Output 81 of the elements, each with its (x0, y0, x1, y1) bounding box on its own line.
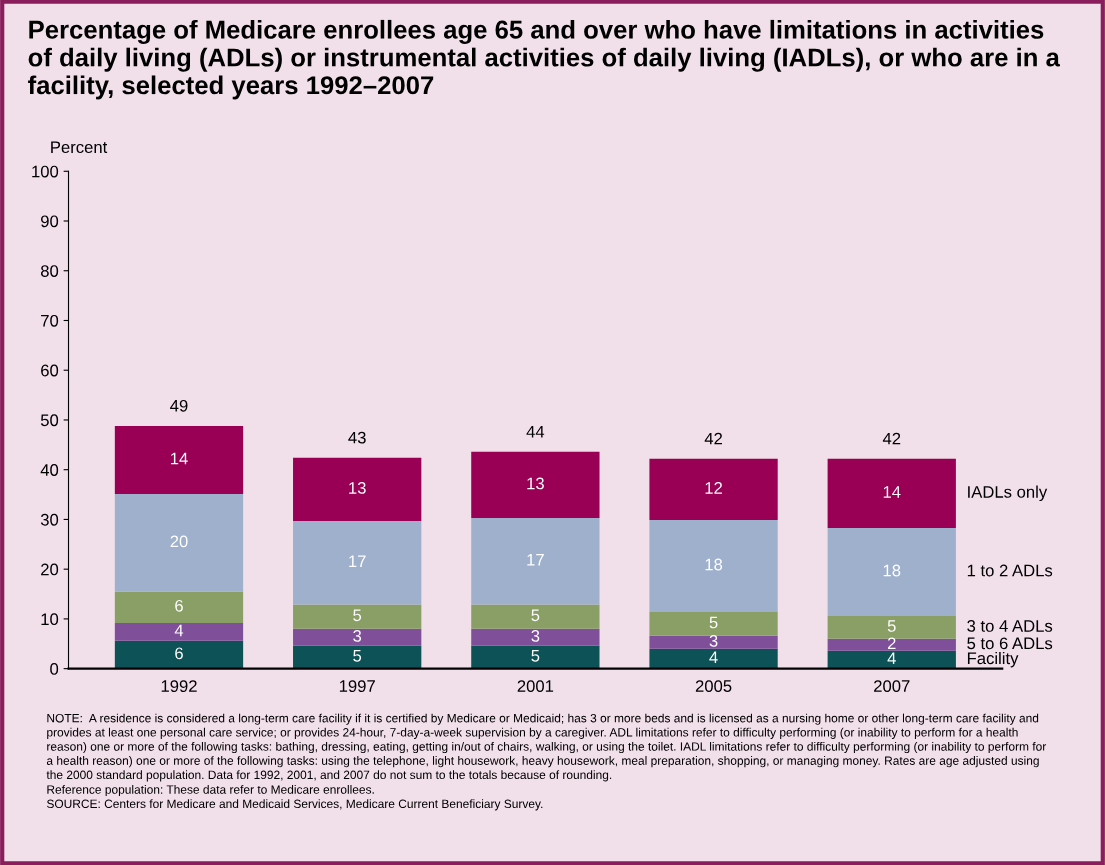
x-tick-label: 2007 (874, 680, 910, 692)
data-label: 3 (353, 629, 362, 642)
bar (114, 494, 244, 592)
y-tick-label: 30 (40, 513, 59, 526)
series-label: 3 to 4 ADLs (967, 620, 1053, 632)
y-tick-label: 70 (41, 314, 59, 327)
bar (649, 611, 778, 636)
total-label: 42 (704, 432, 722, 445)
data-label: 20 (170, 535, 188, 548)
data-label: 13 (527, 477, 544, 490)
data-label: 12 (705, 482, 722, 494)
x-tick-label: 2001 (517, 680, 554, 692)
y-axis-title: Percent (51, 141, 108, 154)
bar (471, 451, 600, 518)
data-label: 4 (887, 652, 896, 664)
data-label: 18 (705, 558, 723, 571)
y-tick-label: 50 (40, 414, 59, 427)
series-label: Facility (967, 651, 1019, 668)
data-label: 4 (709, 651, 718, 664)
data-label: 6 (175, 599, 183, 612)
data-label: 3 (709, 634, 718, 647)
bar (649, 519, 778, 612)
bar (293, 628, 422, 646)
bar (827, 458, 956, 528)
y-tick-label: 10 (41, 613, 59, 626)
chart-title: Percentage of Medicare enrollees age 65 and over who have limitations in activities of daily living (ADLs) or instrumental activities of daily living (IADLs), or who are in a facility, selected years 1992–2007 (28, 19, 1061, 100)
bar (827, 638, 956, 651)
bar (649, 648, 778, 669)
bar (471, 628, 600, 646)
y-tick-label: 40 (40, 464, 59, 476)
data-label: 17 (349, 555, 366, 568)
total-label: 49 (170, 399, 188, 412)
bar (293, 520, 422, 605)
data-label: 4 (174, 624, 184, 637)
data-label: 14 (883, 486, 901, 498)
data-label: 5 (531, 650, 540, 662)
data-label: 5 (353, 650, 362, 662)
data-label: 14 (170, 452, 188, 465)
y-tick-label: 80 (40, 265, 59, 277)
data-label: 6 (175, 647, 183, 660)
data-label: 17 (527, 554, 544, 566)
bar (114, 640, 244, 669)
y-tick-label: 0 (50, 663, 59, 675)
source-note: SOURCE: Centers for Medicare and Medicaid Services, Medicare Current Beneficiary Survey. (46, 799, 543, 811)
bar (471, 517, 600, 605)
bar (293, 457, 422, 521)
bar (293, 604, 422, 629)
text: NOTE: A residence is considered a long-term care facility if it is certified by Medicare or Medicaid; has 3 or more beds and is licensed as a nursing home or other long-term care facility and provides at least one personal care service; or provides 24-hour, 7-day-a-week supervision by a caregiver. ADL limitations refer to difficulty performing (or inability to perform for a health reason) one or more of the following tasks: bathing, dressing, eating, getting in/out of chairs, walking, or using the toilet. IADL limitations refer to difficulty performing (or inability to perform for a health reason) one or more of the following tasks: using the telephone, light housework, heavy housework, meal preparation, shopping, or managing money. Rates are age adjusted using the 2000 standard population. Data for 1992, 2001, and 2007 do not sum to the totals because of rounding. (46, 713, 1047, 782)
data-label: 2 (887, 637, 896, 650)
total-label: 42 (882, 432, 901, 445)
x-tick-label: 1992 (161, 680, 197, 692)
bar (649, 635, 778, 649)
total-label: 44 (526, 425, 545, 438)
bar (827, 615, 956, 639)
x-tick-label: 2005 (695, 680, 732, 692)
bar (827, 650, 956, 669)
data-label: 5 (709, 616, 718, 629)
data-label: 5 (353, 609, 362, 622)
data-label: 13 (349, 482, 366, 494)
series-label: IADLs only (968, 485, 1048, 502)
bar (114, 591, 244, 623)
y-tick-label: 90 (41, 215, 59, 228)
total-label: 43 (348, 431, 366, 444)
data-label: 5 (887, 620, 896, 632)
series-label: 1 to 2 ADLs (967, 564, 1053, 577)
bar (649, 458, 778, 520)
y-tick-label: 60 (41, 364, 59, 377)
bar (471, 645, 600, 669)
bar (827, 527, 956, 616)
data-label: 18 (883, 564, 901, 577)
bar (114, 425, 244, 495)
data-label: 5 (531, 609, 540, 622)
text: Reference population: These data refer to Medicare enrollees. (47, 784, 374, 797)
bar (293, 645, 422, 669)
data-label: 3 (531, 629, 540, 642)
bar (114, 622, 244, 641)
bar (471, 604, 600, 629)
y-tick-label: 100 (32, 165, 59, 178)
x-tick-label: 1997 (339, 680, 375, 692)
series-label: 5 to 6 ADLs (967, 637, 1053, 650)
y-tick-label: 20 (41, 563, 59, 576)
